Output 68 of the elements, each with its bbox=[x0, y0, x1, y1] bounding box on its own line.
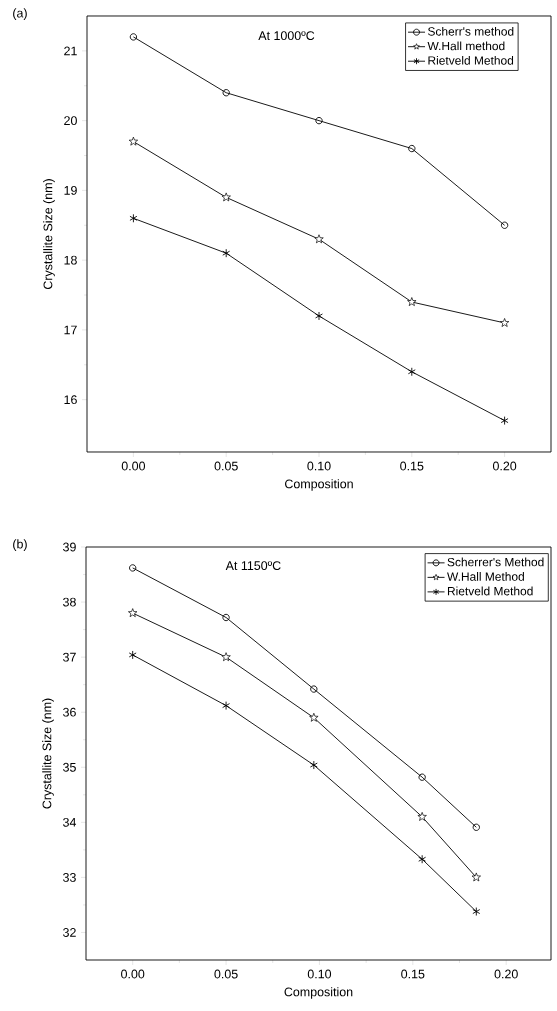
legend-label: W.Hall Method bbox=[447, 572, 524, 581]
point bbox=[128, 608, 138, 618]
point bbox=[500, 221, 509, 229]
point bbox=[418, 773, 426, 781]
point bbox=[222, 89, 230, 97]
point bbox=[315, 117, 323, 125]
y-tick-label: 32 bbox=[63, 928, 76, 937]
point bbox=[222, 248, 231, 258]
y-tick-label: 35 bbox=[63, 762, 76, 772]
y-tick-label: 16 bbox=[64, 395, 77, 405]
point bbox=[128, 136, 139, 146]
text: (a) bbox=[13, 8, 27, 20]
x-tick-label: 0.20 bbox=[494, 969, 518, 979]
x-tick-label: 0.00 bbox=[121, 461, 146, 471]
y-tick-label: 17 bbox=[64, 325, 77, 335]
annotation: At 1000ºC bbox=[258, 31, 315, 41]
point bbox=[128, 650, 137, 660]
y-tick-label: 37 bbox=[63, 652, 76, 662]
legend-label: W.Hall method bbox=[427, 41, 505, 51]
x-tick-label: 0.05 bbox=[214, 969, 238, 979]
point bbox=[222, 613, 230, 622]
x-tick-label: 0.10 bbox=[307, 969, 332, 979]
y-tick-label: 38 bbox=[63, 597, 76, 607]
y-tick-label: 36 bbox=[63, 707, 76, 717]
point bbox=[418, 854, 427, 864]
point bbox=[221, 192, 231, 202]
y-axis-title: Crystallite Size (nm) bbox=[42, 698, 54, 809]
point bbox=[129, 564, 137, 572]
y-tick-label: 21 bbox=[64, 46, 77, 56]
annotation: At 1150ºC bbox=[225, 561, 281, 571]
y-tick-label: 20 bbox=[64, 116, 77, 126]
point bbox=[408, 144, 416, 153]
point bbox=[407, 367, 416, 377]
legend-label: Scherrer's Method bbox=[447, 557, 544, 567]
point bbox=[221, 652, 231, 662]
point bbox=[129, 33, 138, 41]
point bbox=[499, 318, 510, 327]
point bbox=[407, 297, 417, 306]
point bbox=[129, 213, 138, 223]
point bbox=[315, 311, 323, 321]
x-axis-title: Composition bbox=[285, 479, 353, 491]
x-axis-title: Composition bbox=[284, 987, 353, 999]
y-tick-label: 19 bbox=[64, 185, 77, 195]
point bbox=[222, 701, 230, 711]
point bbox=[309, 712, 319, 722]
legend-label: Scherr's method bbox=[428, 26, 514, 36]
x-tick-label: 0.05 bbox=[214, 461, 238, 471]
x-tick-label: 0.15 bbox=[400, 461, 424, 471]
x-tick-label: 0.20 bbox=[492, 461, 517, 471]
y-tick-label: 39 bbox=[63, 542, 76, 552]
point bbox=[472, 823, 480, 831]
point bbox=[314, 234, 324, 244]
x-tick-label: 0.15 bbox=[401, 969, 425, 979]
point bbox=[500, 416, 509, 426]
point bbox=[309, 760, 318, 770]
x-tick-label: 0.00 bbox=[121, 969, 145, 979]
text: (b) bbox=[13, 539, 27, 551]
y-tick-label: 33 bbox=[63, 873, 76, 882]
y-axis-title: Crystallite Size (nm) bbox=[43, 179, 55, 290]
point bbox=[471, 872, 481, 882]
point bbox=[310, 685, 318, 693]
x-tick-label: 0.10 bbox=[307, 461, 331, 471]
point bbox=[472, 907, 481, 916]
point bbox=[417, 811, 427, 821]
legend-label: Rietveld Method bbox=[428, 55, 514, 65]
legend-label: Rietveld Method bbox=[447, 586, 533, 596]
y-tick-label: 34 bbox=[63, 817, 77, 827]
y-tick-label: 18 bbox=[64, 255, 77, 265]
